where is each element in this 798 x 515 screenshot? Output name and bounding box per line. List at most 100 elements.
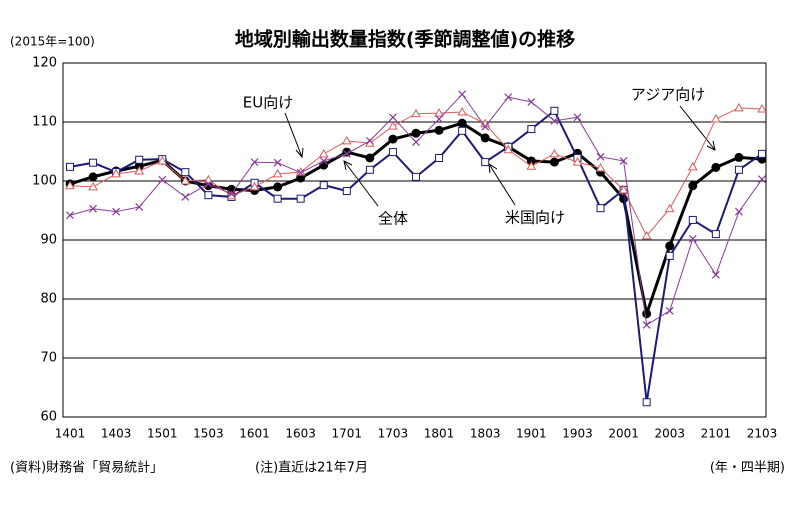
plot-frame [62,62,767,418]
arrow-head [706,140,716,151]
marker [734,152,744,162]
marker [549,148,560,158]
marker [457,118,467,128]
x-tick-label: 2001 [608,427,639,441]
marker [273,194,282,203]
marker [135,155,144,164]
marker [181,193,190,201]
series-label: アジア向け [631,86,705,104]
chart-title: 地域別輸出数量指数(季節調整値)の推移 [235,28,575,51]
marker [734,165,743,174]
marker [157,155,168,165]
marker [411,128,421,138]
marker [411,108,421,118]
marker [389,113,397,122]
x-tick-label: 1603 [285,427,316,441]
arrow-head [295,147,304,159]
marker [434,125,444,135]
series-label: EU向け [243,94,293,112]
marker [596,152,605,161]
marker [66,211,74,220]
arrow [284,112,303,158]
x-tick-label: 1503 [193,427,224,441]
marker [435,153,444,162]
arrow [679,105,716,151]
marker [341,135,352,145]
marker [687,161,698,171]
marker [296,168,305,177]
marker [457,106,467,116]
series-line [69,121,763,320]
marker [412,172,420,181]
marker [526,156,536,166]
marker [203,181,213,191]
marker [481,122,490,131]
marker [527,98,536,106]
marker [711,114,721,123]
marker [435,115,443,123]
marker [688,215,697,224]
marker [180,175,191,185]
marker [365,153,375,163]
marker [89,204,97,213]
x-tick-label: 2103 [747,427,778,441]
marker [88,181,98,191]
marker [111,168,121,178]
marker [227,190,236,198]
marker [112,207,121,216]
marker [618,184,629,194]
marker [665,241,675,251]
x-tick-label: 1401 [55,427,86,441]
marker [134,165,145,175]
series-label: 全体 [378,210,408,228]
marker [711,230,720,239]
y-tick-label: 80 [40,292,57,307]
marker [572,157,583,166]
marker [664,203,675,213]
marker [342,149,351,158]
marker [527,125,536,134]
y-tick-label: 90 [40,233,57,248]
marker [365,165,374,174]
y-tick-label: 120 [32,56,57,71]
marker [758,149,766,158]
marker [250,158,259,167]
marker [550,116,559,125]
marker [641,230,652,240]
marker [642,398,651,407]
marker [388,148,397,157]
x-tick-label: 1601 [239,427,270,441]
marker [203,174,214,184]
marker [365,136,374,145]
marker [596,204,605,213]
marker [734,102,744,112]
marker [66,162,74,171]
marker [204,191,213,200]
marker [642,321,651,329]
marker [758,175,766,184]
marker [688,234,697,243]
marker [757,104,767,113]
marker [665,251,674,260]
series-label: 米国向け [505,209,565,227]
marker [412,138,420,146]
y-tick-label: 70 [40,351,57,366]
marker [595,163,606,172]
marker [204,180,213,188]
arrow [343,160,379,207]
marker [388,134,398,144]
x-tick-label: 1801 [424,427,455,441]
marker [642,309,652,319]
marker [135,203,144,211]
marker [480,133,490,143]
x-tick-label: 1901 [516,427,547,441]
marker [273,182,283,192]
x-tick-label: 1703 [378,427,409,441]
marker [526,161,537,170]
marker [503,144,514,154]
x-tick-label: 1903 [562,427,593,441]
x-tick-label: 1501 [147,427,178,441]
marker [711,162,721,172]
marker [481,158,490,167]
